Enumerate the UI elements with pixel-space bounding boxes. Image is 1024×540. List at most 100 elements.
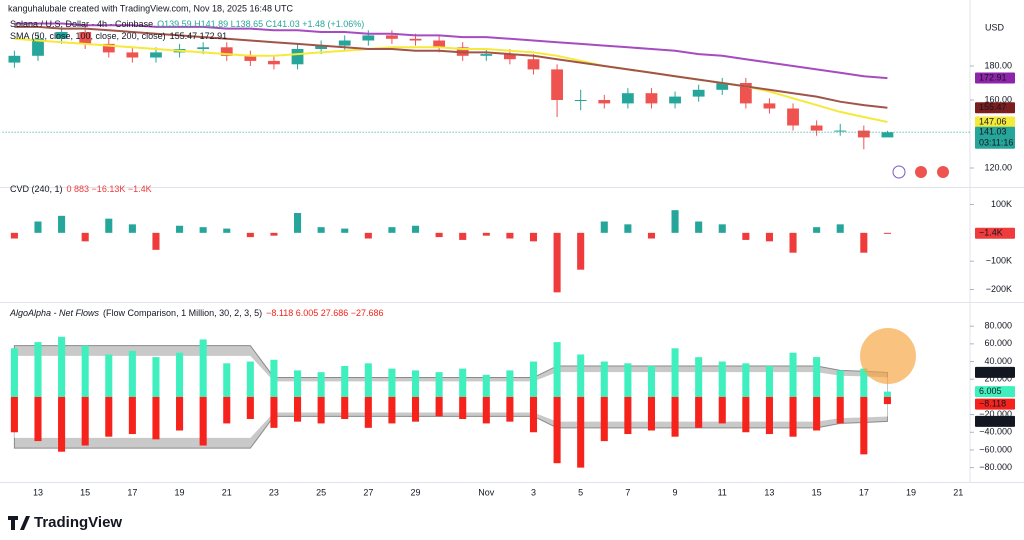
candle-body [810,125,823,131]
credit: kanguhalubale created with TradingView.c… [8,3,294,13]
x-tick-label: 15 [80,487,90,497]
candle-body [338,40,351,46]
price-tag-label: −27.686 [979,416,1012,426]
inflow-bar [176,352,184,397]
outflow-bar [813,396,821,431]
x-tick-label: 23 [269,487,279,497]
inflow-bar [10,348,18,397]
price-tag-label: 27.686 [979,367,1007,377]
flows-legend: AlgoAlpha - Net Flows (Flow Comparison, 1… [9,308,384,318]
outflow-bar [695,396,703,428]
inflow-bar [836,370,844,397]
bar [860,232,868,253]
candle-body [621,93,634,104]
price-tag-label: 6.005 [979,386,1002,396]
inflow-bar [883,391,891,397]
x-tick-label: 9 [673,487,678,497]
inflow-bar [742,363,750,397]
bar [789,232,797,253]
price-tag-label: 155.47 [979,102,1007,112]
candle-body [291,49,304,65]
outflow-bar [270,396,278,428]
bar [34,221,42,233]
candle-body [315,45,328,49]
candle-body [244,55,257,61]
y-tick-label: 100K [991,199,1012,209]
bar [10,232,18,239]
candle-body [739,83,752,104]
x-tick-label: 5 [578,487,583,497]
x-tick-label: 17 [859,487,869,497]
inflow-bar [813,357,821,397]
y-tick-label: 80.000 [984,321,1012,331]
outflow-bar [836,396,844,424]
logo-text: TradingView [34,514,122,531]
outflow-bar [553,396,561,464]
candle-body [480,54,493,56]
inflow-bar [105,354,113,397]
sma-legend: SMA (50, close, 100, close, 200, close) 1… [10,31,227,41]
icon [892,165,906,179]
y-tick-label: 20.000 [984,374,1012,384]
bar [813,227,821,233]
price-title: Solana / U.S. Dollar · 4h · Coinbase [10,19,153,29]
outflow-bar [293,396,302,422]
outflow-bar [105,396,113,437]
sma-values: 155.47 172.91 [170,31,228,41]
outflow-bar [411,396,420,422]
price-tag [975,398,1015,410]
y-tick-label: −40.000 [979,427,1012,437]
outflow-bar [128,396,136,435]
outflow-bar [317,396,325,424]
inflow-bar [341,365,349,397]
y-tick-label: 180.00 [984,60,1012,70]
bar [435,232,443,238]
outflow-bar [529,396,538,433]
bar [695,221,703,233]
inflow-bar [270,359,278,397]
bar [152,232,160,250]
flows-values: −8.118 6.005 27.686 −27.686 [266,308,383,318]
price-tag [975,102,1015,114]
x-tick-label: 27 [363,487,373,497]
price-ohlc: O139.59 H141.89 L138.65 C141.03 +1.48 (+… [157,19,364,29]
candle-body [598,100,611,104]
bar [836,224,844,233]
price-tag [975,116,1015,128]
price-tag [975,72,1015,84]
logo-mark [8,516,30,530]
inflow-bar [411,370,420,397]
x-tick-label: 21 [953,487,963,497]
inflow-bar [624,363,632,397]
candle-body [692,89,705,97]
candle-body [102,43,115,53]
candle-body [362,35,375,41]
cvd-title: CVD (240, 1) [10,184,63,194]
outflow-bar [459,396,467,420]
candle-body [220,47,233,56]
bar [105,218,113,233]
candle-body [669,96,681,104]
bar [176,225,184,233]
outflow-bar [671,396,679,437]
flows-params: (Flow Comparison, 1 Million, 30, 2, 3, 5… [103,308,262,318]
bar [529,232,538,242]
inflow-bar [81,345,89,397]
highlight-circle [860,328,916,384]
bar [671,210,679,233]
bar [246,232,254,238]
candle-body [8,55,21,63]
y-tick-label: 40.000 [984,356,1012,366]
logo: TradingView [8,514,122,531]
candle-body [32,38,44,56]
inflow-bar [223,363,231,397]
outflow-bar [506,396,514,422]
inflow-bar [199,339,207,397]
price-tag-label: −8.118 [979,398,1006,408]
sma-line [14,22,888,80]
bar [742,232,750,240]
outflow-bar [765,396,773,435]
bar [577,232,585,270]
outflow-bar [742,396,750,433]
candle-body [409,38,422,41]
